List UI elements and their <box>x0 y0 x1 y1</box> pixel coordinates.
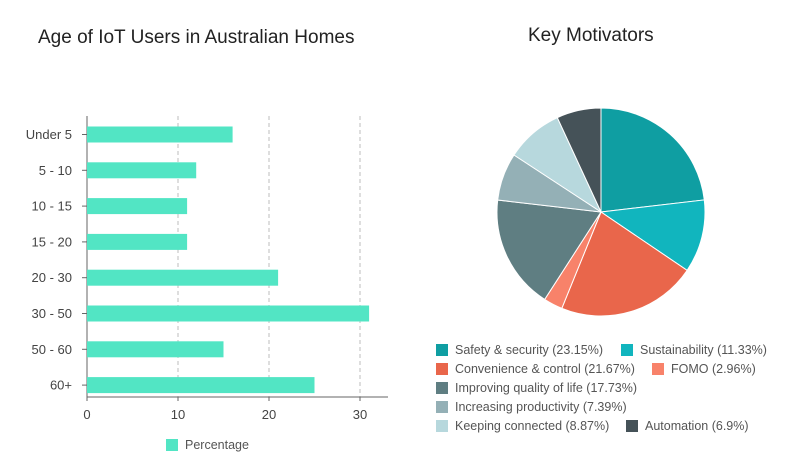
pie-slice <box>561 211 688 317</box>
bar <box>87 233 188 250</box>
y-tick-label: 15 - 20 <box>32 234 72 249</box>
bar <box>87 162 197 179</box>
y-tick-label: 30 - 50 <box>32 306 72 321</box>
pie-legend-label: Keeping connected (8.87%) <box>455 419 610 433</box>
y-tick-label: 20 - 30 <box>32 270 72 285</box>
bar <box>87 377 315 394</box>
bar-chart-title: Age of IoT Users in Australian Homes <box>38 27 355 48</box>
pie-legend-item[interactable]: Sustainability (11.33%) <box>621 343 767 357</box>
pie-legend-swatch <box>436 420 448 432</box>
pie-legend-item[interactable]: Automation (6.9%) <box>626 419 749 433</box>
pie-legend-swatch <box>436 363 448 375</box>
pie-legend-swatch <box>436 382 448 394</box>
pie-legend-label: Improving quality of life (17.73%) <box>455 381 638 395</box>
pie-legend-swatch <box>621 344 633 356</box>
x-tick-label: 10 <box>171 407 185 422</box>
pie-legend-swatch <box>436 401 448 413</box>
pie-legend-label: Convenience & control (21.67%) <box>455 362 635 376</box>
bar <box>87 269 279 286</box>
pie-legend-item[interactable]: Keeping connected (8.87%) <box>436 419 609 433</box>
pie-slice <box>496 199 602 301</box>
bar <box>87 305 370 322</box>
pie-slice <box>600 107 705 213</box>
pie-legend-label: FOMO (2.96%) <box>671 362 756 376</box>
pie-legend-label: Increasing productivity (7.39%) <box>455 400 627 414</box>
x-tick-label: 0 <box>83 407 90 422</box>
y-tick-label: 5 - 10 <box>39 163 72 178</box>
pie-slice <box>556 107 602 213</box>
y-tick-label: Under 5 <box>26 127 72 142</box>
pie-legend-swatch <box>626 420 638 432</box>
pie-legend-item[interactable]: Safety & security (23.15%) <box>436 343 603 357</box>
pie-legend-swatch <box>652 363 664 375</box>
pie-legend-item[interactable]: Increasing productivity (7.39%) <box>436 400 627 414</box>
pie-legend-item[interactable]: Convenience & control (21.67%) <box>436 362 635 376</box>
pie-legend-item[interactable]: FOMO (2.96%) <box>652 362 756 376</box>
y-tick-label: 50 - 60 <box>32 342 72 357</box>
x-tick-label: 20 <box>262 407 276 422</box>
bar-legend-swatch <box>166 439 178 451</box>
y-tick-label: 10 - 15 <box>32 199 72 214</box>
bar-legend-item[interactable]: Percentage <box>166 438 249 452</box>
bar <box>87 341 224 358</box>
pie-chart-title: Key Motivators <box>528 25 654 46</box>
x-tick-label: 30 <box>353 407 367 422</box>
pie-legend-label: Sustainability (11.33%) <box>640 343 767 357</box>
bar <box>87 198 188 215</box>
pie-legend-swatch <box>436 344 448 356</box>
pie-legend-item[interactable]: Improving quality of life (17.73%) <box>436 381 637 395</box>
pie-legend-label: Automation (6.9%) <box>645 419 749 433</box>
y-tick-label: 60+ <box>50 378 72 393</box>
bar <box>87 126 233 143</box>
bar-legend-label: Percentage <box>185 438 249 452</box>
pie-legend-label: Safety & security (23.15%) <box>455 343 603 357</box>
pie-slice <box>599 199 706 272</box>
